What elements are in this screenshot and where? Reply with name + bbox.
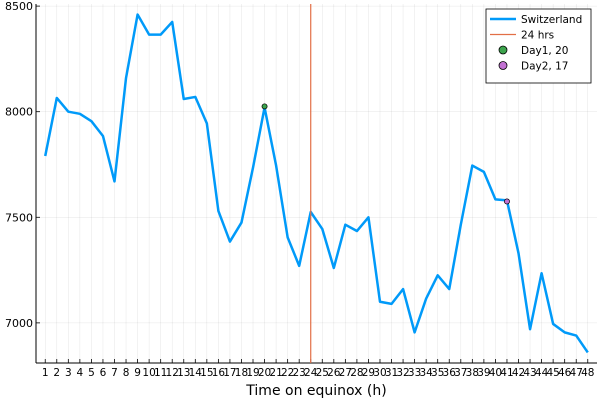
legend-swatch-point <box>498 45 508 55</box>
legend-label: Day1, 20 <box>521 45 568 57</box>
x-tick-label: 41 <box>500 367 513 379</box>
legend-label: Day2, 17 <box>521 61 568 73</box>
point-marker-2 <box>261 103 268 110</box>
x-axis-label: Time on equinox (h) <box>245 383 386 399</box>
x-tick-label: 14 <box>189 367 203 379</box>
x-tick-label: 26 <box>327 367 341 379</box>
x-tick-label: 35 <box>431 367 444 379</box>
x-tick-label: 32 <box>396 367 409 379</box>
x-tick-label: 16 <box>212 367 226 379</box>
x-tick-label: 47 <box>570 367 583 379</box>
x-tick-label: 33 <box>408 367 421 379</box>
x-tick-label: 48 <box>581 367 594 379</box>
x-tick-label: 23 <box>292 367 305 379</box>
x-tick-label: 1 <box>42 367 49 379</box>
x-tick-label: 24 <box>304 367 318 379</box>
x-tick-label: 18 <box>235 367 248 379</box>
x-tick-labels: 1 2 3 4 5 6 7 8 9 1011121314151617181920212223242… <box>42 359 594 379</box>
x-tick-label: 36 <box>443 367 457 379</box>
x-tick-label: 31 <box>385 367 398 379</box>
point-marker-3 <box>504 198 510 205</box>
x-tick-label: 39 <box>477 367 490 379</box>
series-line-switzerland <box>44 13 589 354</box>
x-tick-label: 34 <box>419 367 433 379</box>
x-tick-label: 21 <box>269 367 282 379</box>
y-tick-label: 7000 <box>5 317 33 330</box>
x-tick-label: 2 <box>53 367 60 379</box>
x-tick-label: 30 <box>373 367 386 379</box>
x-tick-label: 19 <box>246 367 259 379</box>
axes <box>35 4 597 364</box>
grid <box>36 4 597 363</box>
legend-swatch-point <box>498 61 508 70</box>
legend: Switzerland 24 hrs Day1, 20 Day2, 17 <box>485 8 592 84</box>
x-tick-label: 28 <box>350 367 363 379</box>
x-tick-label: 20 <box>258 367 271 379</box>
legend-label: 24 hrs <box>521 30 554 42</box>
x-tick-label: 25 <box>316 367 329 379</box>
x-tick-label: 37 <box>454 367 467 379</box>
x-tick-label: 38 <box>466 367 479 379</box>
x-tick-label: 40 <box>489 367 502 379</box>
x-tick-label: 43 <box>523 367 536 379</box>
x-tick-label: 10 <box>142 367 155 379</box>
x-tick-label: 27 <box>339 367 352 379</box>
y-tick-label: 7500 <box>5 211 33 224</box>
x-tick-label: 9 <box>134 367 141 379</box>
x-tick-label: 15 <box>200 367 213 379</box>
y-tick-label: 8000 <box>5 106 33 119</box>
x-tick-label: 17 <box>223 367 236 379</box>
x-tick-label: 6 <box>100 367 107 379</box>
plot-area <box>44 4 589 363</box>
y-tick-labels: 7000 7500 8000 8500 <box>5 0 40 330</box>
x-tick-label: 7 <box>111 367 118 379</box>
x-tick-label: 29 <box>362 367 375 379</box>
x-tick-label: 12 <box>166 367 179 379</box>
x-tick-label: 42 <box>512 367 525 379</box>
x-tick-label: 4 <box>77 367 84 379</box>
x-tick-label: 3 <box>65 367 72 379</box>
legend-label: Switzerland <box>521 14 582 26</box>
x-tick-label: 13 <box>177 367 190 379</box>
x-tick-label: 45 <box>546 367 559 379</box>
x-tick-label: 11 <box>154 367 167 379</box>
x-tick-label: 44 <box>535 367 549 379</box>
x-tick-label: 5 <box>88 367 95 379</box>
x-tick-label: 8 <box>123 367 130 379</box>
x-tick-label: 46 <box>558 367 572 379</box>
y-tick-label: 8500 <box>5 0 33 13</box>
x-tick-label: 22 <box>281 367 294 379</box>
